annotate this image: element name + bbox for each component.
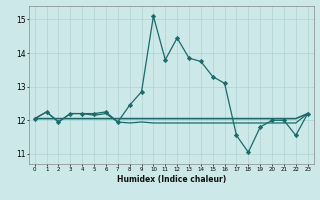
X-axis label: Humidex (Indice chaleur): Humidex (Indice chaleur) xyxy=(116,175,226,184)
